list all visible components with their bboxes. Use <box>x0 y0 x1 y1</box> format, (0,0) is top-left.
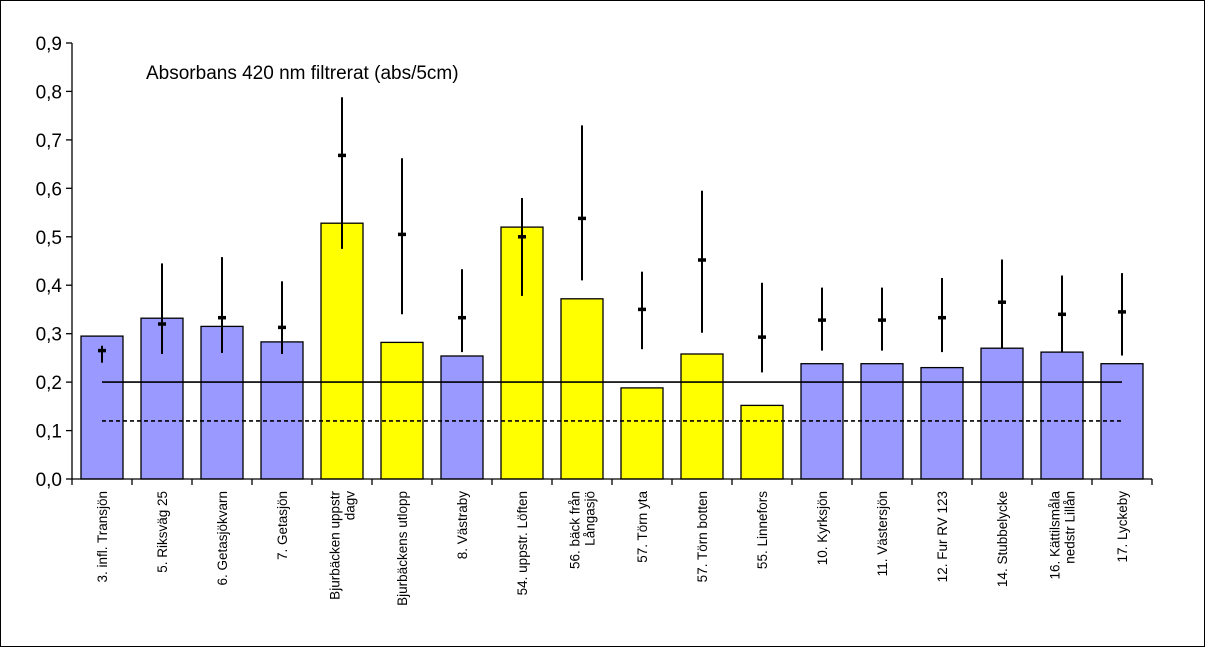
bars-group <box>80 222 1144 480</box>
category-label: 55. Linnefors <box>755 491 770 569</box>
category-label: 14. Stubbelycke <box>995 491 1010 587</box>
category-label: 11. Västersjön <box>875 491 890 576</box>
y-tick-label: 0,7 <box>36 131 62 152</box>
category-label: nedstr Lillån <box>1063 491 1078 564</box>
category-label: dagv <box>343 491 358 521</box>
bar <box>680 353 724 480</box>
bar <box>1100 363 1144 480</box>
category-label: 6. Getasjökvarn <box>215 491 230 586</box>
category-labels-group: 3. infl. Transjön 5. Riksväg 25 6. Getasjö… <box>95 490 1130 605</box>
y-tick-label: 0,5 <box>36 228 62 249</box>
category-label: Bjurbäckens utlopp <box>395 491 410 606</box>
bar <box>260 341 304 480</box>
y-tick-label: 0,3 <box>36 325 62 346</box>
category-label: 16. Kättilsmåla <box>1048 491 1063 580</box>
category-label: 8. Västraby <box>455 491 470 560</box>
bar <box>980 347 1024 480</box>
y-tick-label: 0,4 <box>36 276 63 297</box>
y-tick-label: 0,9 <box>36 34 62 55</box>
bar <box>560 298 604 480</box>
range-markers-group <box>98 97 1126 373</box>
category-label: 56. bäck från <box>568 491 583 569</box>
bar <box>320 222 364 480</box>
y-tick-label: 0,2 <box>36 373 62 394</box>
category-label: 7. Getasjön <box>275 491 290 560</box>
reference-lines-group <box>102 381 1122 422</box>
bar <box>620 387 664 480</box>
chart-title: Absorbans 420 nm filtrerat (abs/5cm) <box>146 63 459 84</box>
y-tick-label: 0,0 <box>36 470 62 491</box>
axes-group: 0,0 0,1 0,2 0,3 0,4 0,5 0,6 0,7 0,8 0,9 <box>36 34 1153 491</box>
bar <box>1040 351 1084 480</box>
bar <box>920 366 964 480</box>
category-label: 5. Riksväg 25 <box>155 491 170 573</box>
category-label: Långasjö <box>583 491 598 546</box>
category-label: 57. Törn botten <box>695 491 710 582</box>
bar <box>740 404 784 480</box>
category-label: 54. uppstr. Löften <box>515 491 530 595</box>
bar <box>380 341 424 480</box>
bar <box>500 226 544 480</box>
category-label: Bjurbäcken uppstr <box>328 490 343 599</box>
y-tick-label: 0,1 <box>36 422 62 443</box>
bar <box>800 363 844 480</box>
category-label: 17. Lyckeby <box>1115 491 1130 563</box>
bar <box>440 355 484 480</box>
y-tick-label: 0,6 <box>36 179 62 200</box>
category-label: 10. Kyrksjön <box>815 491 830 565</box>
category-label: 12. Fur RV 123 <box>935 491 950 582</box>
y-tick-label: 0,8 <box>36 82 62 103</box>
category-label: 3. infl. Transjön <box>95 491 110 583</box>
category-label: 57. Törn yta <box>635 491 650 563</box>
